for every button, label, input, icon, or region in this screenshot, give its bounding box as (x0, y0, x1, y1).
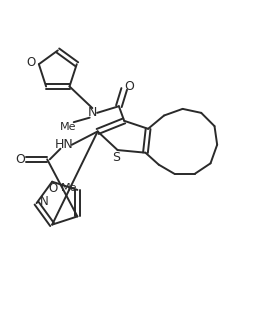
Text: HN: HN (55, 138, 74, 151)
Text: O: O (15, 153, 25, 166)
Text: O: O (125, 80, 135, 93)
Text: O: O (49, 182, 58, 195)
Text: O: O (27, 56, 36, 69)
Text: N: N (88, 106, 97, 119)
Text: Me: Me (60, 122, 77, 133)
Text: N: N (40, 195, 48, 208)
Text: Me: Me (61, 183, 78, 193)
Text: S: S (112, 151, 120, 164)
